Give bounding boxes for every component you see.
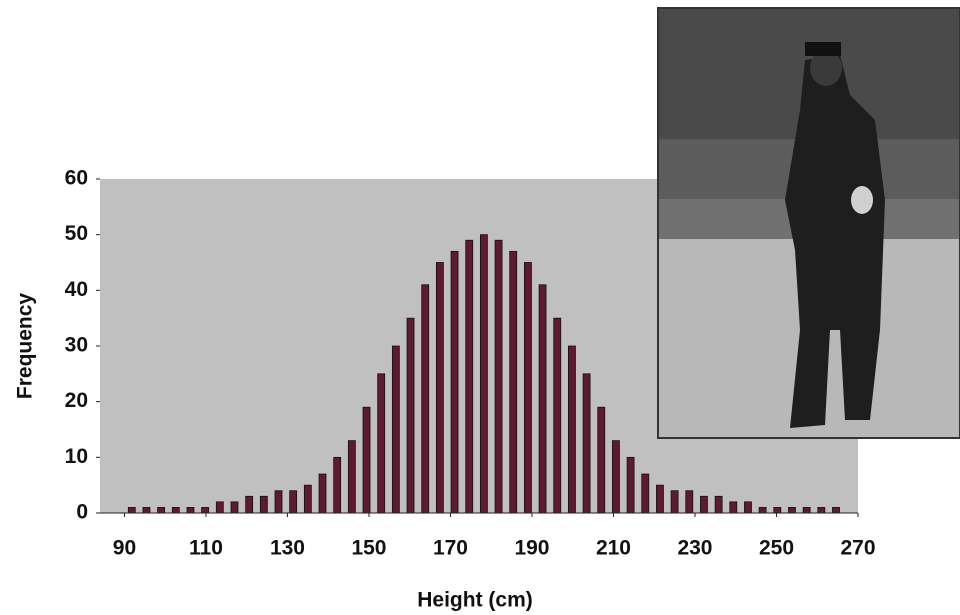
x-tick-label: 270 [840, 537, 875, 560]
bar [289, 490, 298, 514]
bar [582, 373, 591, 514]
x-axis-label: Height (cm) [417, 589, 533, 612]
x-tick-label: 210 [596, 537, 631, 560]
bar [230, 501, 239, 514]
bar [641, 473, 650, 514]
bar [333, 456, 342, 514]
bar [435, 262, 444, 514]
bar [377, 373, 386, 514]
bar [450, 250, 459, 514]
bar [832, 507, 840, 514]
bar [157, 507, 166, 514]
bar [597, 406, 606, 514]
bar [479, 234, 488, 514]
bar [773, 507, 782, 514]
y-tick-label: 40 [65, 278, 88, 301]
bar [758, 507, 767, 514]
bar [656, 484, 664, 514]
bar [788, 507, 796, 514]
bar [406, 317, 415, 514]
bar [714, 495, 723, 514]
bar [274, 490, 283, 514]
y-axis-label: Frequency [14, 293, 37, 400]
bar [142, 507, 151, 514]
x-tick-label: 190 [514, 537, 549, 560]
bar [303, 484, 312, 514]
bar [612, 440, 620, 514]
x-tick-label: 130 [270, 537, 305, 560]
bar [186, 507, 195, 514]
bar [538, 284, 547, 514]
y-tick-label: 20 [65, 389, 88, 412]
y-tick-label: 10 [65, 445, 88, 468]
y-tick-label: 50 [65, 222, 88, 245]
bar [729, 501, 738, 514]
x-tick-label: 250 [759, 537, 794, 560]
bar [626, 456, 635, 514]
y-tick-label: 0 [76, 501, 88, 524]
y-tick-label: 60 [65, 167, 88, 190]
bar [391, 345, 400, 514]
bar [421, 284, 430, 514]
bar [245, 495, 254, 514]
bar [685, 490, 694, 514]
bar [347, 440, 356, 514]
bar [817, 507, 826, 514]
bar [509, 250, 518, 514]
bar [362, 406, 371, 514]
x-tick-label: 90 [113, 537, 136, 560]
marks: 0 10 20 30 40 50 60 90 110 130 150 170 190 210 230 250 2… [65, 167, 876, 560]
x-tick-label: 150 [351, 537, 386, 560]
bar [465, 239, 474, 514]
bar [553, 317, 562, 514]
bar [670, 490, 679, 514]
x-tick-label: 230 [677, 537, 712, 560]
bar [568, 345, 576, 514]
bar [215, 501, 224, 514]
bar [802, 507, 811, 514]
bar [494, 239, 503, 514]
x-tick-label: 170 [433, 537, 468, 560]
bar [259, 495, 268, 514]
bar [171, 507, 180, 514]
photo [657, 7, 960, 439]
bar [524, 262, 532, 514]
y-tick-label: 30 [65, 334, 88, 357]
bar [201, 507, 210, 514]
bar [318, 473, 327, 514]
x-tick-label: 110 [189, 537, 223, 560]
bar [700, 495, 708, 514]
bar [127, 507, 136, 514]
bar [744, 501, 752, 514]
